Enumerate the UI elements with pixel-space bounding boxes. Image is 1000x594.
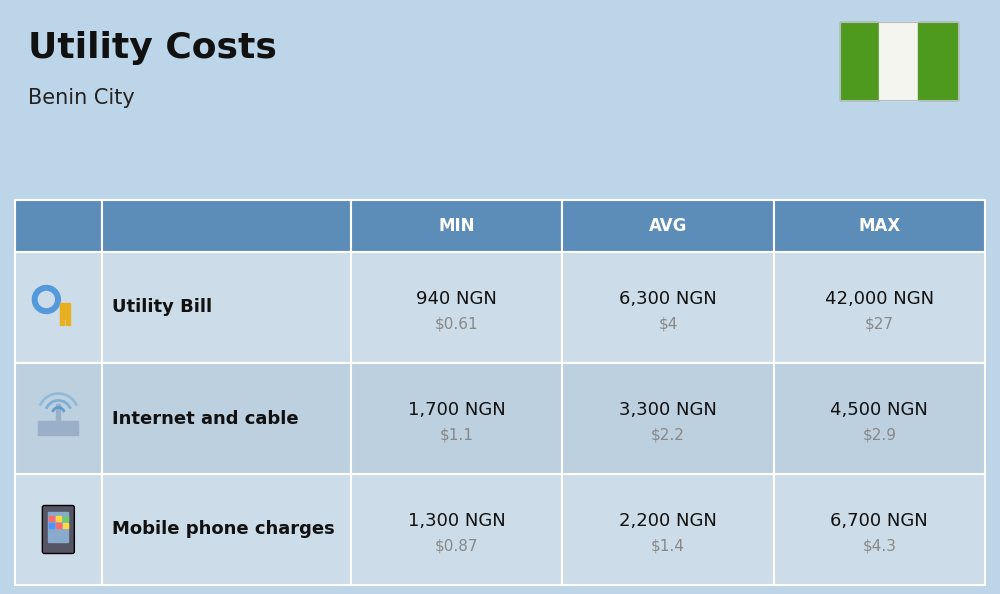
Text: Mobile phone charges: Mobile phone charges: [112, 520, 334, 539]
Text: 6,700 NGN: 6,700 NGN: [830, 511, 928, 530]
Bar: [56, 523, 61, 527]
Bar: [49, 516, 54, 520]
Bar: [918, 22, 958, 100]
Text: $0.87: $0.87: [435, 539, 478, 554]
Bar: [49, 523, 54, 527]
Text: 2,200 NGN: 2,200 NGN: [619, 511, 717, 530]
Bar: [562, 474, 774, 585]
Text: Utility Costs: Utility Costs: [28, 31, 277, 65]
Text: MIN: MIN: [438, 217, 475, 235]
Bar: [102, 363, 351, 474]
Text: $2.2: $2.2: [651, 428, 685, 443]
Text: 4,500 NGN: 4,500 NGN: [830, 400, 928, 419]
Bar: [102, 252, 351, 363]
Text: $1.1: $1.1: [440, 428, 474, 443]
Bar: [840, 22, 879, 100]
Circle shape: [38, 292, 54, 308]
Text: Benin City: Benin City: [28, 88, 135, 108]
Bar: [63, 523, 68, 527]
Bar: [15, 363, 102, 474]
Bar: [102, 200, 351, 252]
Bar: [351, 252, 562, 363]
Bar: [774, 474, 985, 585]
Text: MAX: MAX: [858, 217, 900, 235]
Text: 6,300 NGN: 6,300 NGN: [619, 290, 717, 308]
Text: Internet and cable: Internet and cable: [112, 409, 298, 428]
Bar: [562, 200, 774, 252]
Text: $2.9: $2.9: [862, 428, 896, 443]
Text: $27: $27: [865, 317, 894, 331]
Bar: [63, 516, 68, 520]
Bar: [879, 22, 918, 100]
Bar: [15, 474, 102, 585]
Bar: [840, 22, 958, 100]
Bar: [102, 474, 351, 585]
Circle shape: [32, 286, 60, 314]
Text: 940 NGN: 940 NGN: [416, 290, 497, 308]
Bar: [66, 318, 70, 324]
Bar: [351, 200, 562, 252]
Bar: [38, 421, 78, 434]
Bar: [774, 200, 985, 252]
Bar: [774, 363, 985, 474]
Bar: [15, 252, 102, 363]
FancyBboxPatch shape: [42, 505, 74, 554]
Bar: [351, 363, 562, 474]
Bar: [48, 511, 68, 542]
Text: 1,300 NGN: 1,300 NGN: [408, 511, 506, 530]
Bar: [774, 252, 985, 363]
Text: 42,000 NGN: 42,000 NGN: [825, 290, 934, 308]
Bar: [15, 200, 102, 252]
Bar: [562, 363, 774, 474]
Bar: [60, 318, 64, 324]
Text: $1.4: $1.4: [651, 539, 685, 554]
Bar: [56, 403, 60, 422]
Text: $4.3: $4.3: [862, 539, 896, 554]
Text: Utility Bill: Utility Bill: [112, 299, 212, 317]
Bar: [60, 302, 70, 318]
Bar: [351, 474, 562, 585]
Bar: [562, 252, 774, 363]
Text: 1,700 NGN: 1,700 NGN: [408, 400, 506, 419]
Text: $0.61: $0.61: [435, 317, 478, 331]
Text: $4: $4: [658, 317, 678, 331]
Bar: [56, 516, 61, 520]
Text: AVG: AVG: [649, 217, 687, 235]
Text: 3,300 NGN: 3,300 NGN: [619, 400, 717, 419]
